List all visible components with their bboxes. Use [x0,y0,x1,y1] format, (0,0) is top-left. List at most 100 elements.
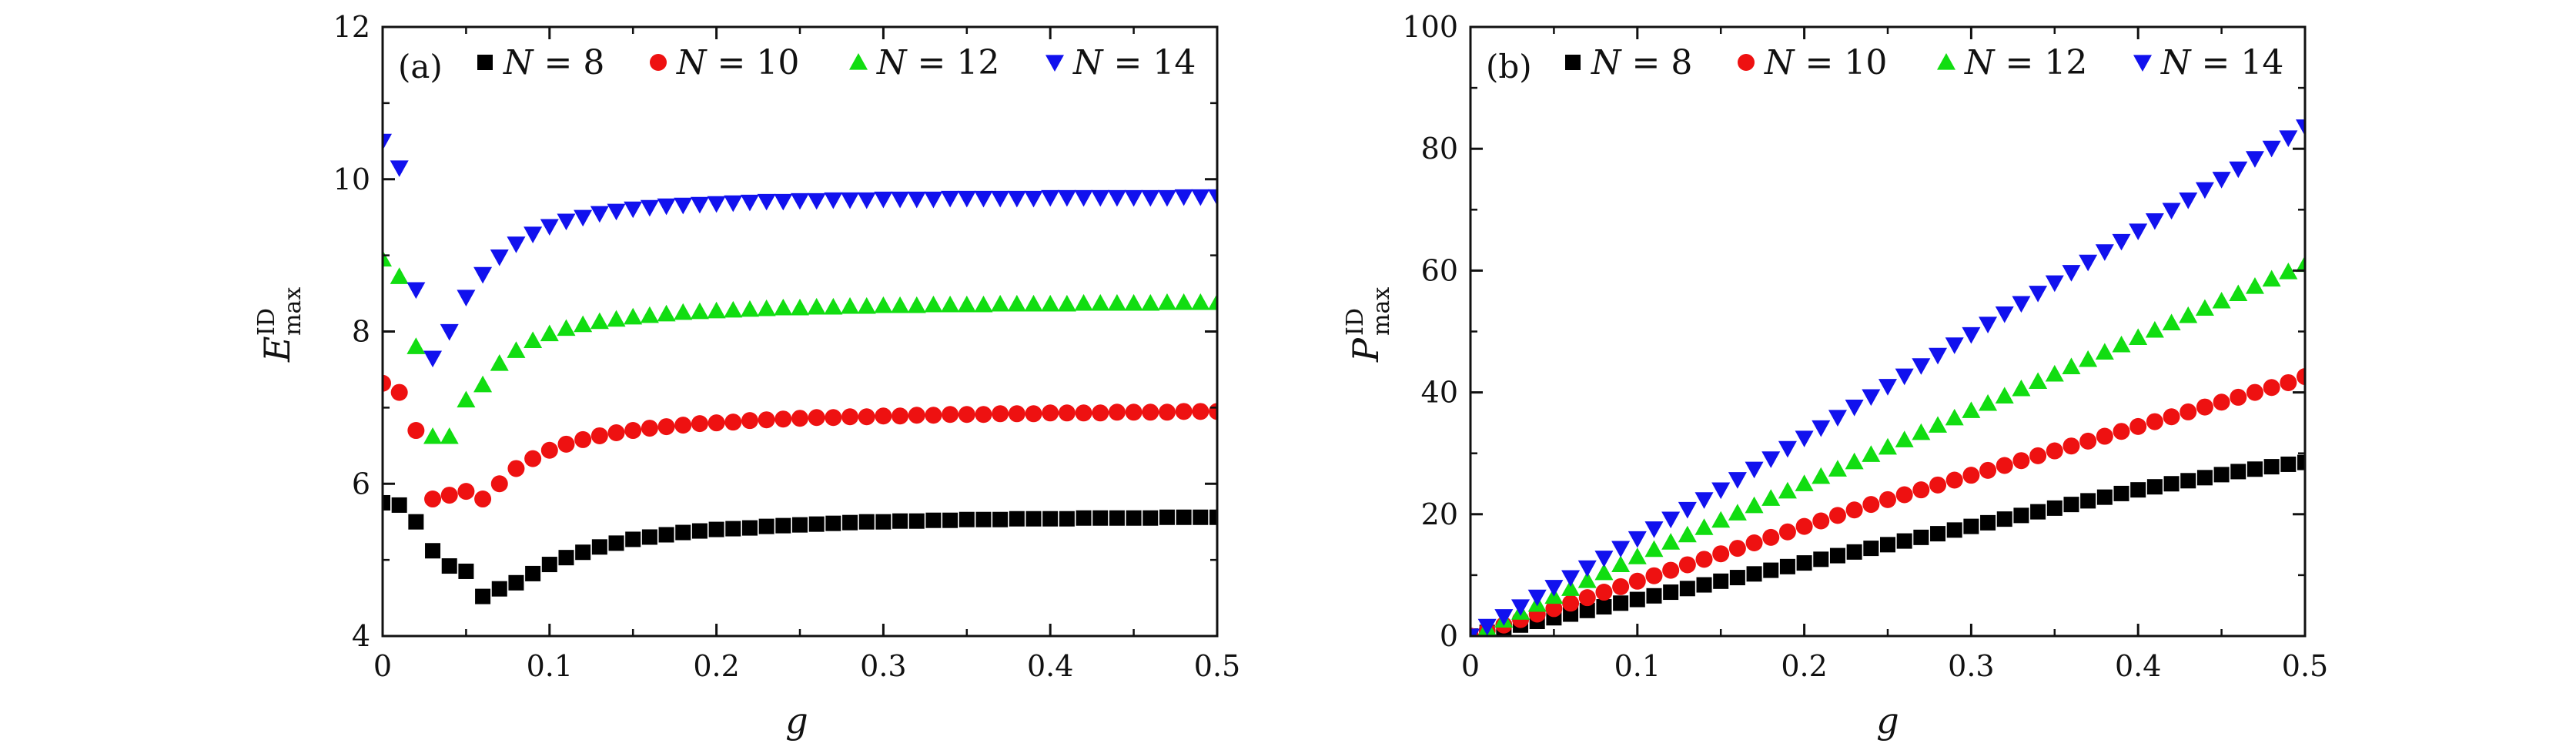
data-point-a-s1 [474,491,492,508]
data-point-a-s2 [991,294,1010,312]
data-point-a-s1 [925,407,942,424]
data-point-a-s1 [524,450,542,467]
data-point-b-s1 [1828,507,1846,524]
data-point-a-s2 [624,307,643,325]
data-point-a-s0 [691,523,708,539]
y-axis-label-a-sub: max [279,287,306,336]
data-point-b-s1 [1545,600,1563,618]
data-point-b-s3 [1594,551,1614,568]
data-point-b-s3 [2112,233,2131,251]
data-point-a-s0 [1126,510,1142,526]
y-tick-label-b: 20 [1421,497,1458,531]
y-axis-label-b: P ID max [1342,287,1395,363]
x-tick-label-a: 0.3 [860,649,906,683]
y-axis-label-b-sup: ID [1342,308,1369,336]
data-point-a-s2 [473,375,493,393]
data-point-a-s3 [1208,189,1217,206]
data-point-b-s1 [1879,491,1896,508]
data-point-b-s2 [1778,481,1797,499]
legend-label-a-3: N = 14 [1072,43,1196,82]
data-point-a-s3 [383,133,392,151]
legend-label-b-3: N = 14 [2160,43,2283,82]
data-point-a-s3 [440,323,459,341]
data-point-a-s0 [942,512,958,528]
data-point-b-s3 [1628,531,1647,548]
data-point-b-s0 [2263,459,2280,475]
legend-marker-a-2 [849,53,868,70]
data-point-a-s3 [857,192,876,209]
data-point-b-s3 [1945,337,1964,354]
data-point-b-s2 [2129,328,2148,346]
data-point-a-s2 [1091,293,1110,311]
data-point-b-s2 [1862,445,1881,462]
data-point-a-s1 [691,415,708,433]
data-point-a-s2 [757,299,776,316]
data-point-a-s0 [525,565,541,581]
data-point-b-s3 [1761,451,1781,468]
data-point-b-s1 [1628,572,1646,590]
data-point-a-s0 [792,517,808,533]
data-point-b-s0 [2130,482,2146,498]
data-point-b-s1 [1645,567,1663,584]
data-point-a-s1 [774,410,792,428]
data-point-a-s1 [490,475,508,493]
plot-area-a [383,133,1217,604]
data-point-a-s0 [658,527,674,543]
data-point-b-s3 [1544,580,1564,597]
data-point-b-s3 [2179,193,2198,209]
data-point-a-s1 [607,424,625,442]
data-point-a-s3 [1141,189,1160,207]
y-tick-label-b: 40 [1421,376,1458,410]
data-point-b-s0 [2230,464,2246,480]
data-point-a-s1 [407,422,425,440]
data-point-b-s0 [2113,485,2129,501]
data-point-a-s3 [941,190,960,208]
data-point-b-s3 [2262,140,2281,158]
data-point-a-s3 [540,219,559,236]
data-point-b-s3 [2212,172,2231,189]
data-point-a-s2 [924,295,943,313]
data-point-b-s2 [1611,555,1631,573]
data-point-b-s2 [2296,255,2305,273]
data-point-a-s3 [590,206,609,223]
data-point-b-s0 [1813,551,1829,568]
data-point-a-s1 [1092,404,1109,422]
data-point-a-s2 [791,298,809,316]
data-point-b-s3 [1778,440,1797,458]
data-point-a-s3 [740,194,759,212]
data-point-b-s2 [1895,430,1914,447]
data-point-a-s3 [423,350,443,368]
ticks-b: 0 0.1 0.2 0.3 0.4 0.5 0 20 40 60 80 100 [1402,10,2328,683]
data-point-a-s3 [406,282,426,300]
data-point-a-s1 [992,405,1009,423]
data-point-b-s3 [2195,182,2214,199]
data-point-b-s2 [2062,357,2081,374]
data-point-a-s3 [1024,190,1043,208]
y-tick-label-a: 12 [333,10,370,44]
data-point-a-s2 [640,306,659,323]
data-point-b-s3 [2162,203,2181,220]
data-point-a-s2 [974,295,993,313]
x-axis-label-b: g [1876,700,1899,742]
data-point-b-s0 [1946,522,1962,538]
legend-marker-b-2 [1937,53,1955,70]
legend-a: N = 8 N = 10 N = 12 N = 14 [477,43,1196,82]
data-point-b-s2 [2195,299,2214,316]
data-point-b-s2 [1929,416,1948,433]
data-point-a-s1 [1042,404,1059,422]
data-point-a-s0 [1025,511,1042,527]
data-point-a-s2 [557,319,576,336]
data-point-b-s1 [2079,432,2097,450]
data-point-b-s0 [1980,514,1996,531]
data-point-b-s2 [1878,437,1897,455]
data-point-a-s3 [607,203,626,221]
legend-marker-b-0 [1565,55,1581,70]
data-point-b-s3 [2029,286,2048,303]
data-point-a-s1 [657,418,675,436]
data-point-a-s1 [858,408,875,426]
data-point-b-s2 [1594,563,1614,581]
data-point-a-s0 [741,520,758,536]
data-point-b-s0 [1796,555,1812,571]
data-point-b-s1 [1562,594,1580,612]
data-point-b-s0 [1996,511,2012,527]
